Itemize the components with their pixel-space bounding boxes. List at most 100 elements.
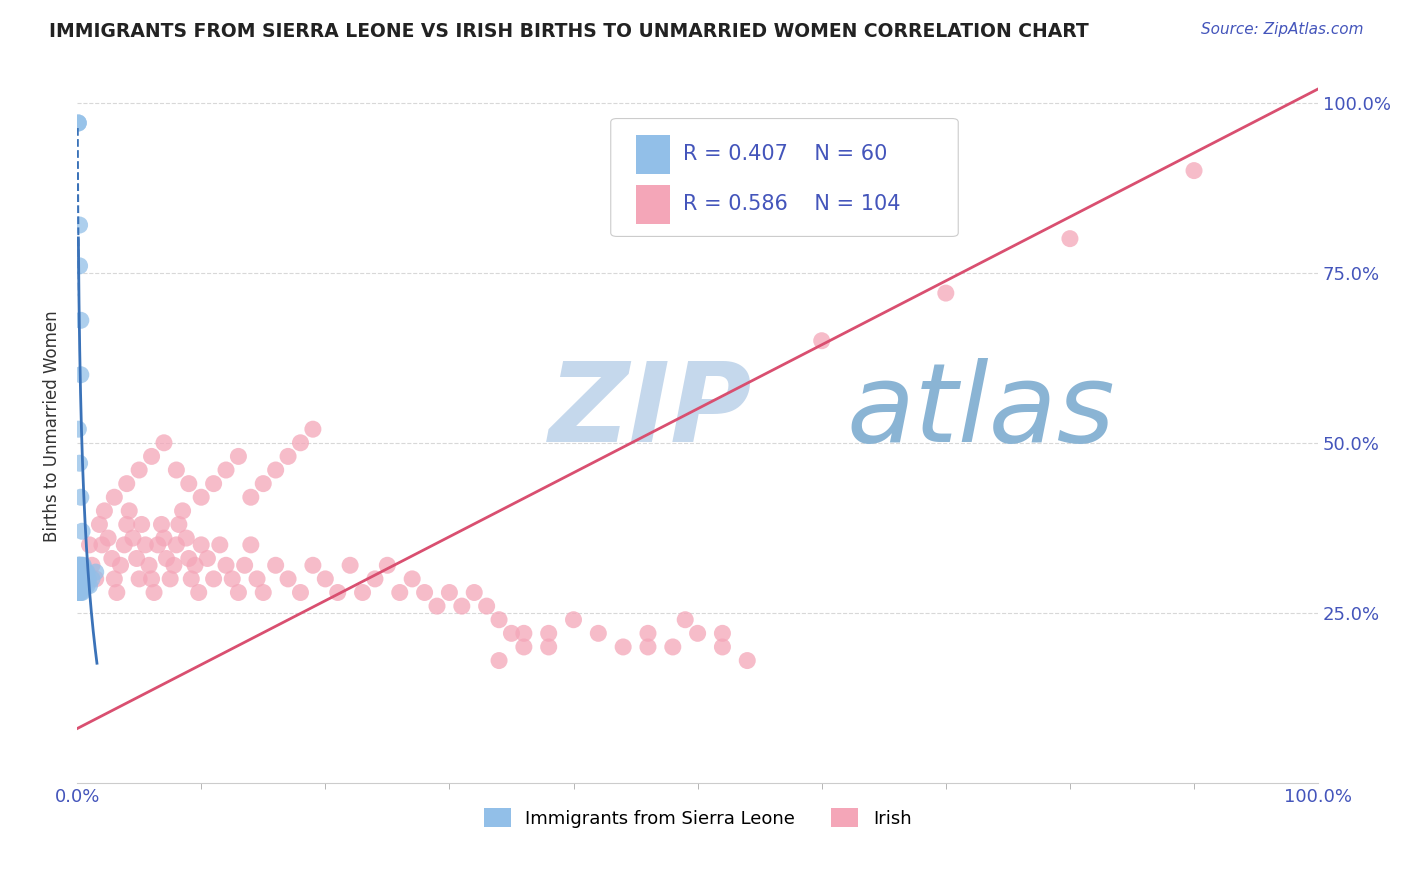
Point	[70, 572, 93, 586]
Point	[513, 640, 536, 654]
Point	[69, 579, 91, 593]
Point	[264, 558, 287, 573]
Point	[69, 572, 91, 586]
Point	[165, 538, 187, 552]
Point	[101, 551, 124, 566]
Point	[138, 558, 160, 573]
Point	[637, 640, 659, 654]
Point	[69, 585, 91, 599]
Point	[562, 613, 585, 627]
Point	[264, 463, 287, 477]
Point	[80, 558, 103, 573]
Point	[67, 422, 90, 436]
Point	[67, 572, 90, 586]
Point	[67, 116, 90, 130]
Point	[190, 490, 212, 504]
Point	[80, 572, 103, 586]
Point	[84, 565, 107, 579]
Point	[377, 558, 399, 573]
Point	[67, 565, 90, 579]
Point	[233, 558, 256, 573]
Point	[128, 572, 150, 586]
Point	[128, 463, 150, 477]
Point	[69, 313, 91, 327]
Point	[73, 579, 96, 593]
Point	[125, 551, 148, 566]
Point	[537, 626, 560, 640]
Point	[75, 565, 97, 579]
Point	[662, 640, 685, 654]
Text: Source: ZipAtlas.com: Source: ZipAtlas.com	[1201, 22, 1364, 37]
Point	[463, 585, 485, 599]
Point	[67, 565, 90, 579]
Point	[72, 579, 94, 593]
Point	[134, 538, 156, 552]
Point	[89, 517, 111, 532]
Point	[69, 572, 91, 586]
Point	[70, 585, 93, 599]
Point	[69, 565, 91, 579]
Point	[69, 565, 91, 579]
Point	[69, 572, 91, 586]
Point	[69, 572, 91, 586]
Point	[413, 585, 436, 599]
Point	[277, 450, 299, 464]
Point	[501, 626, 523, 640]
Point	[70, 579, 93, 593]
FancyBboxPatch shape	[610, 119, 959, 236]
Point	[118, 504, 141, 518]
Bar	[636, 135, 671, 174]
Point	[103, 572, 125, 586]
Point	[69, 565, 91, 579]
Point	[70, 565, 93, 579]
Point	[69, 558, 91, 573]
Point	[612, 640, 634, 654]
Point	[190, 538, 212, 552]
Point	[77, 572, 100, 586]
Point	[76, 565, 98, 579]
Point	[69, 579, 91, 593]
Point	[97, 531, 120, 545]
Point	[314, 572, 336, 586]
Point	[711, 640, 734, 654]
Point	[202, 572, 225, 586]
Point	[153, 435, 176, 450]
Point	[79, 579, 101, 593]
Point	[239, 490, 262, 504]
Point	[711, 626, 734, 640]
Point	[67, 585, 90, 599]
Point	[326, 585, 349, 599]
Point	[69, 565, 91, 579]
Point	[141, 572, 163, 586]
Point	[246, 572, 269, 586]
Point	[73, 572, 96, 586]
Text: ZIP: ZIP	[548, 358, 752, 465]
Point	[72, 558, 94, 573]
Point	[488, 654, 510, 668]
Point	[69, 490, 91, 504]
Point	[155, 551, 177, 566]
Point	[150, 517, 173, 532]
Point	[67, 572, 90, 586]
Point	[105, 585, 128, 599]
Point	[187, 585, 209, 599]
Point	[75, 572, 97, 586]
Point	[637, 626, 659, 640]
Point	[70, 572, 93, 586]
Point	[228, 450, 250, 464]
Point	[70, 565, 93, 579]
Point	[69, 368, 91, 382]
Point	[67, 579, 90, 593]
Point	[239, 538, 262, 552]
Point	[69, 565, 91, 579]
Point	[252, 585, 274, 599]
Point	[131, 517, 153, 532]
Point	[69, 585, 91, 599]
Point	[69, 579, 91, 593]
Point	[159, 572, 181, 586]
Point	[488, 613, 510, 627]
Point	[290, 585, 312, 599]
Point	[388, 585, 411, 599]
Point	[364, 572, 387, 586]
Point	[252, 476, 274, 491]
